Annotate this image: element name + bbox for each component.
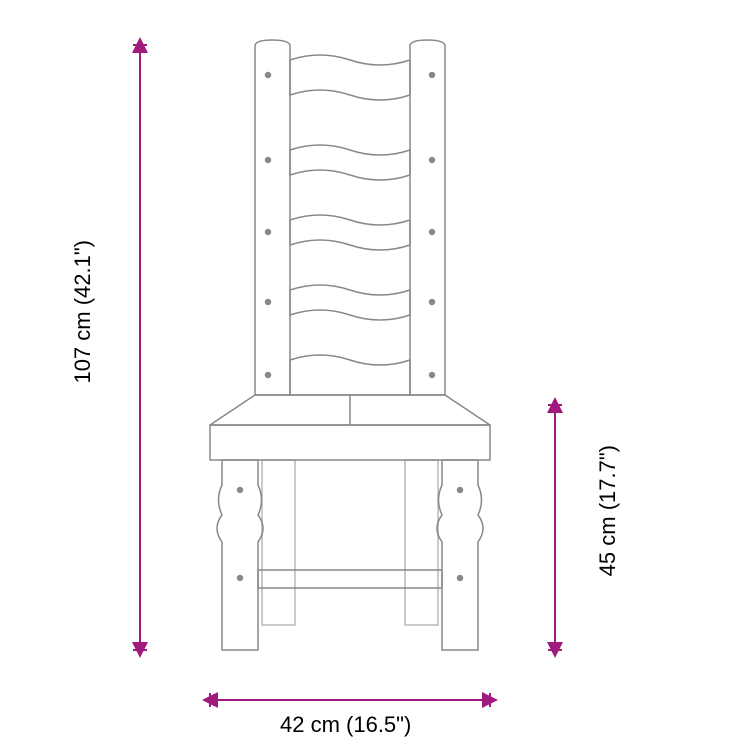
seat-height-label: 45 cm (17.7"): [595, 445, 621, 576]
width-label: 42 cm (16.5"): [280, 712, 411, 738]
diagram-container: 107 cm (42.1") 45 cm (17.7") 42 cm (16.5…: [0, 0, 750, 750]
chair-diagram: [0, 0, 750, 750]
dimension-arrows: [133, 45, 562, 707]
total-height-label: 107 cm (42.1"): [70, 240, 96, 384]
chair-outline: [210, 40, 490, 650]
